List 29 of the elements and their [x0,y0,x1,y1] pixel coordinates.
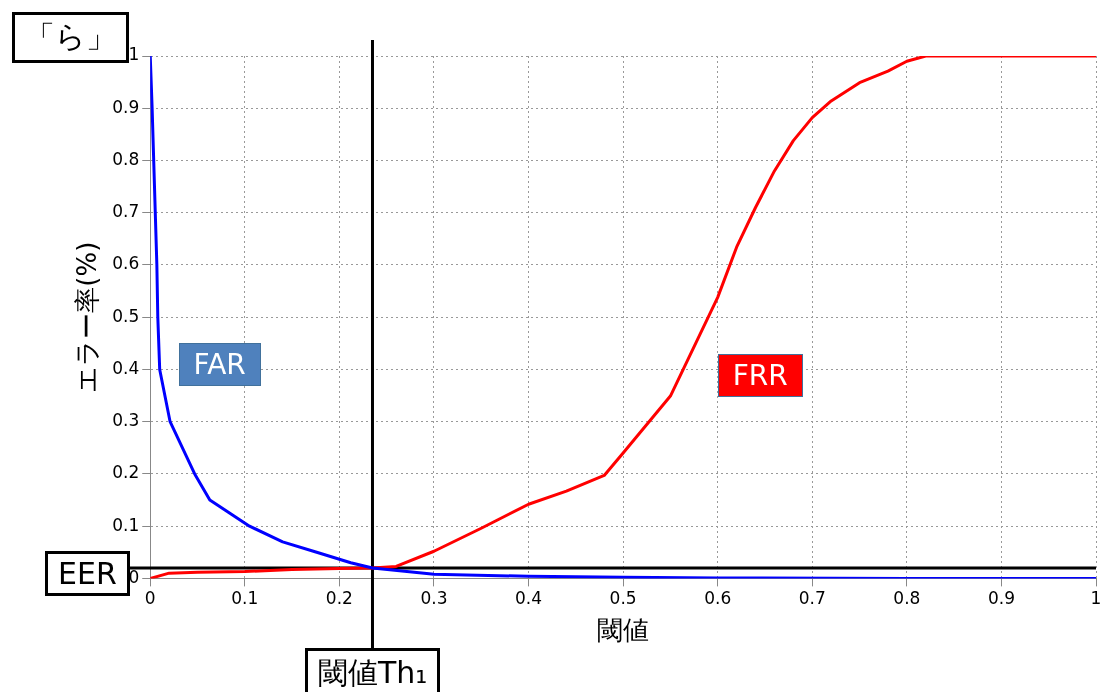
x-tick-label: 0.9 [987,588,1015,609]
x-tick-label: 0.5 [609,588,637,609]
x-tick-label: 0.4 [515,588,543,609]
text: 「ら」 [12,12,129,63]
y-axis-title: エラー率(%) [72,241,103,393]
x-tick-label: 0.1 [231,588,259,609]
ref-line-label: EER [45,551,130,597]
x-tick-label: 0.2 [325,588,353,609]
y-tick-label: 0.2 [112,462,140,483]
y-tick-label: 0 [128,566,140,587]
series-label: FAR [178,343,261,387]
y-tick-label: 0.7 [112,201,140,222]
y-tick-label: 0.5 [112,305,140,326]
y-tick-label: 1 [128,44,140,65]
x-tick-label: 1 [1090,588,1102,609]
y-tick-label: 0.4 [112,357,140,378]
x-tick-label: 0 [144,588,156,609]
x-tick-label: 0.7 [798,588,826,609]
ref-line-label: 閾値Th₁ [304,648,441,692]
x-tick-label: 0.3 [420,588,448,609]
x-tick-label: 0.8 [893,588,921,609]
series-label: FRR [717,353,803,397]
y-tick-label: 0.6 [112,253,140,274]
x-axis-title: 閾値 [597,615,650,646]
y-tick-label: 0.1 [112,514,140,535]
x-tick-label: 0.6 [704,588,732,609]
y-tick-label: 0.3 [112,410,140,431]
y-tick-label: 0.8 [112,148,140,169]
y-tick-label: 0.9 [112,96,140,117]
